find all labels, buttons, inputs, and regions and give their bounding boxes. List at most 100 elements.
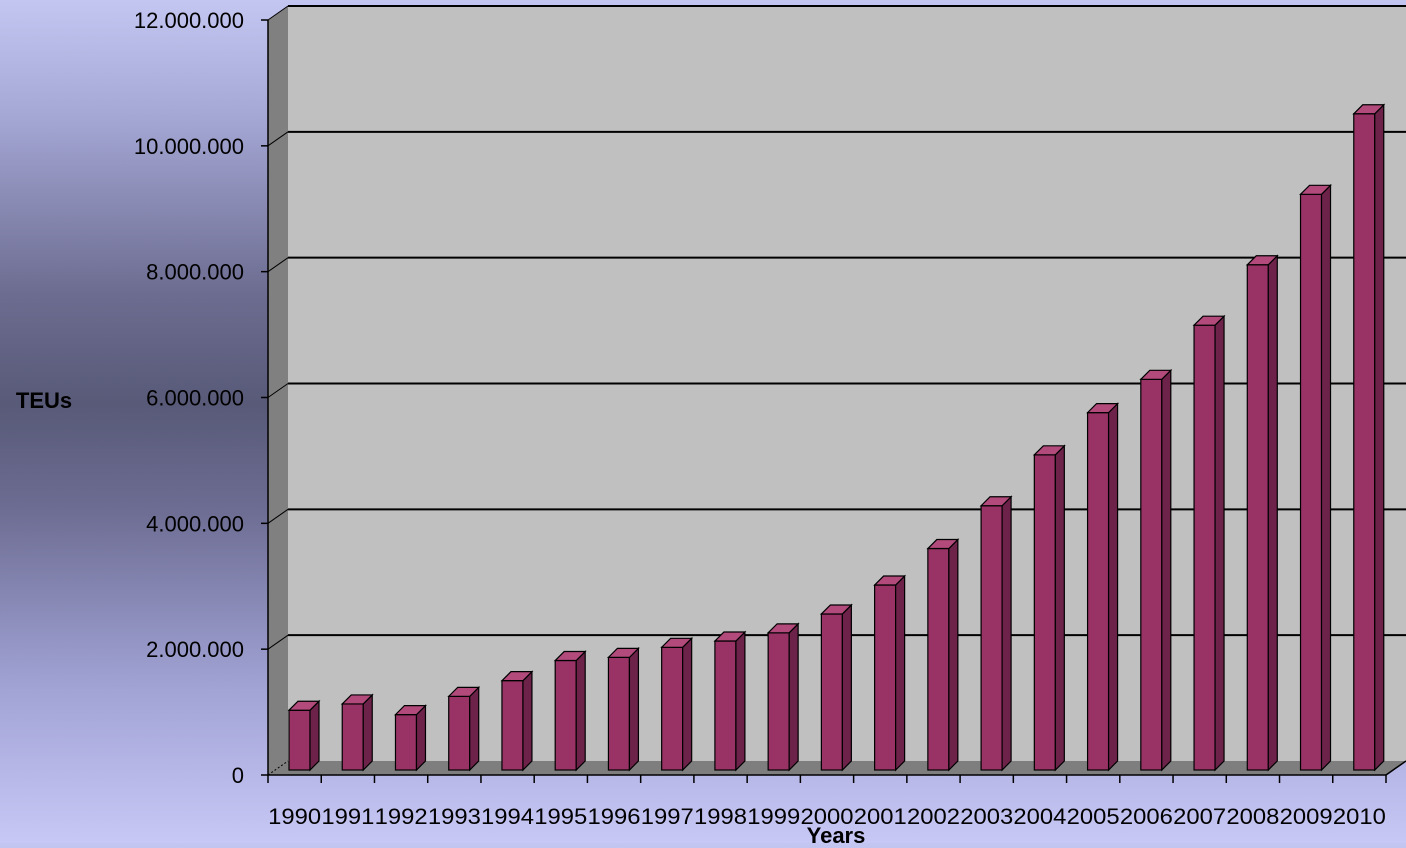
bar-side — [469, 685, 480, 772]
y-tick-label: 2.000.000 — [146, 637, 244, 662]
bar-side — [522, 670, 533, 772]
bar — [980, 505, 1003, 771]
bar — [341, 703, 364, 771]
bar — [288, 709, 311, 771]
bar — [820, 613, 843, 771]
bar — [448, 695, 471, 771]
bar-side — [841, 603, 852, 772]
x-tick-label: 1995 — [534, 804, 587, 829]
bar-top — [287, 700, 321, 711]
bar-side — [1374, 103, 1385, 772]
y-tick-label: 12.000.000 — [134, 8, 244, 33]
bar-side — [1001, 495, 1012, 772]
bar-top — [1352, 104, 1386, 115]
bar — [1193, 324, 1216, 771]
y-tick-label: 4.000.000 — [146, 511, 244, 536]
bar-top — [713, 631, 747, 642]
x-tick-label: 1999 — [747, 804, 800, 829]
bar-side — [788, 622, 799, 772]
bar-top — [1245, 255, 1279, 266]
gridline-side — [267, 634, 289, 650]
bar-top — [1086, 403, 1120, 414]
gridline-side — [267, 257, 289, 273]
bar-side — [1320, 183, 1332, 772]
bar-side — [1107, 402, 1119, 772]
bar-top — [1299, 184, 1332, 195]
bar — [607, 656, 631, 771]
x-tick-label: 1991 — [321, 804, 374, 829]
y-axis-title: TEUs — [16, 388, 72, 413]
bar-side — [415, 704, 427, 772]
gridline-side — [267, 5, 289, 21]
bar — [661, 646, 684, 771]
bar-top — [819, 604, 853, 615]
bar — [554, 659, 577, 771]
bar-top — [340, 694, 374, 705]
bar-side — [1161, 368, 1172, 772]
bar — [874, 584, 897, 771]
bar-side — [735, 630, 746, 772]
bar — [1033, 454, 1056, 771]
bar — [394, 714, 418, 771]
bar — [767, 632, 790, 771]
bar-top — [1192, 315, 1226, 326]
y-tick-label: 0 — [232, 763, 244, 788]
x-tick-label: 2003 — [960, 804, 1013, 829]
y-tick-label: 10.000.000 — [134, 134, 244, 159]
bar-top — [1032, 445, 1066, 456]
bar-top — [606, 647, 640, 658]
x-tick-label: 2008 — [1226, 804, 1279, 829]
x-tick-label: 2001 — [854, 804, 907, 829]
x-tick-label: 1998 — [694, 804, 747, 829]
x-tick-label: 1997 — [641, 804, 694, 829]
bar-side — [575, 650, 586, 772]
x-tick-label: 1990 — [268, 804, 321, 829]
bar-side — [1267, 254, 1278, 772]
bar — [1086, 412, 1110, 771]
gridline-side — [267, 131, 289, 147]
x-tick-label: 2004 — [1013, 804, 1066, 829]
y-tick-label: 8.000.000 — [146, 260, 244, 285]
bar-top — [1139, 369, 1173, 380]
bar-side — [682, 636, 693, 772]
bar-side — [1214, 314, 1225, 772]
bar-top — [979, 496, 1013, 507]
x-tick-label: 1993 — [428, 804, 481, 829]
bar-top — [873, 575, 907, 586]
bar-top — [447, 686, 481, 697]
bar-top — [660, 637, 694, 648]
bar — [927, 547, 950, 771]
x-tick-label: 2005 — [1067, 804, 1120, 829]
bar-top — [926, 538, 960, 550]
bar-top — [394, 705, 427, 716]
bar — [501, 680, 524, 771]
x-axis-title: Years — [807, 823, 866, 843]
bar-top — [500, 671, 534, 682]
x-tick-label: 2009 — [1280, 804, 1333, 829]
gridline-side — [267, 508, 289, 524]
x-tick-label: 2010 — [1333, 804, 1386, 829]
gridline-side — [267, 383, 289, 398]
bar — [1246, 264, 1269, 771]
x-tick-label: 1994 — [481, 804, 534, 829]
bar — [1353, 113, 1376, 771]
bar-top — [553, 650, 587, 662]
floor-corner-line — [267, 760, 289, 776]
x-tick-label: 2006 — [1120, 804, 1173, 829]
x-axis-end — [1385, 760, 1406, 776]
bar — [714, 640, 737, 771]
x-tick-label: 2007 — [1173, 804, 1226, 829]
bar-side — [628, 646, 640, 772]
x-tick-label: 1996 — [588, 804, 641, 829]
bar-side — [895, 574, 906, 772]
bar-side — [309, 699, 320, 772]
bar — [1140, 378, 1163, 771]
x-tick-label: 1992 — [375, 804, 428, 829]
bar-side — [1054, 444, 1065, 772]
bar-side — [362, 693, 373, 772]
x-tick-label: 2000 — [801, 804, 854, 829]
x-tick-label: 2002 — [907, 804, 960, 829]
bar-top — [766, 623, 800, 634]
